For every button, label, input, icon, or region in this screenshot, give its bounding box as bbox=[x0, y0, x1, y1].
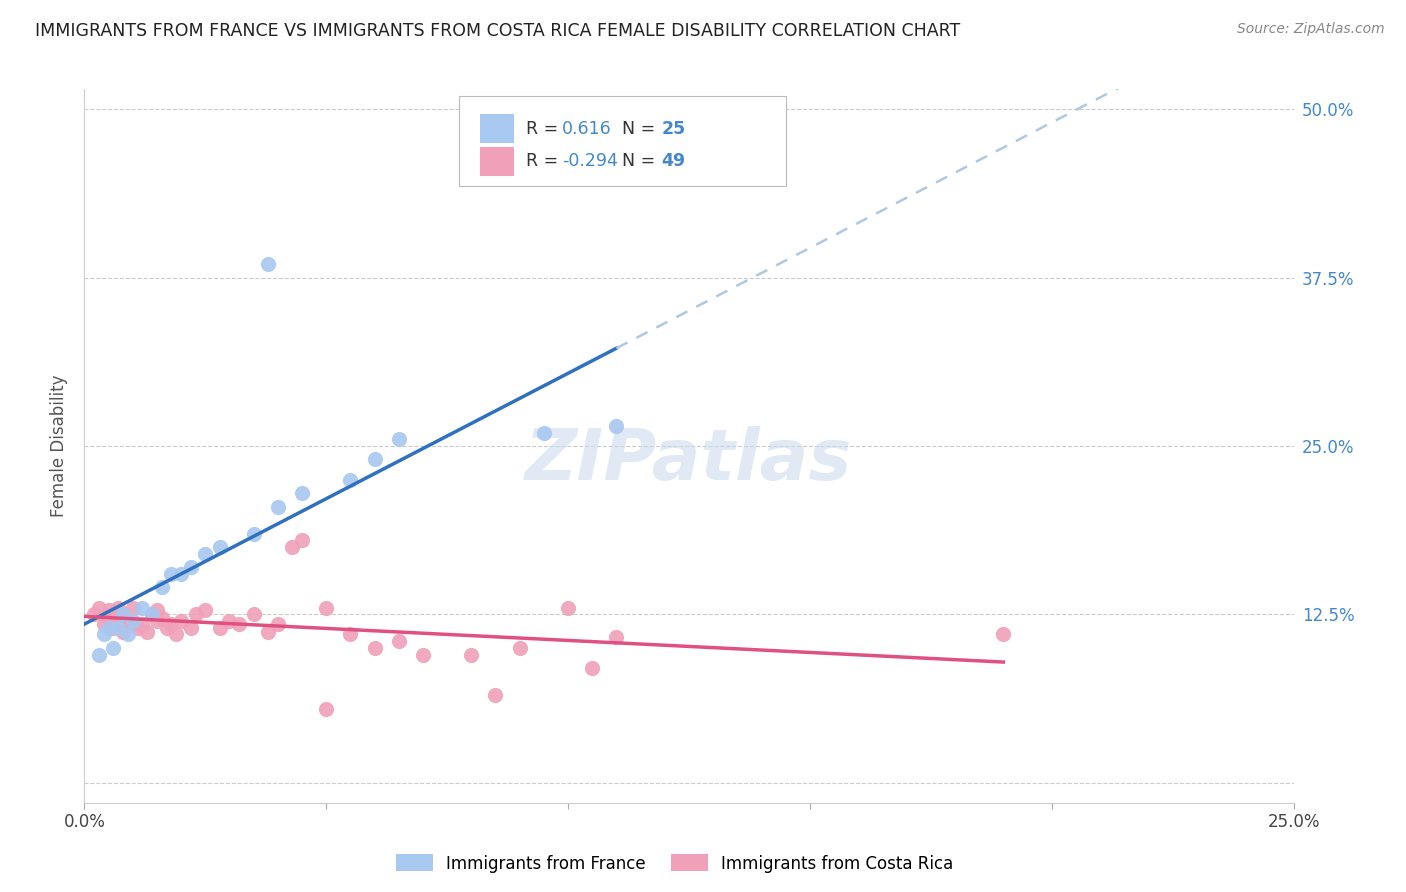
Legend: Immigrants from France, Immigrants from Costa Rica: Immigrants from France, Immigrants from … bbox=[389, 847, 960, 880]
Point bbox=[533, 425, 555, 440]
Point bbox=[103, 607, 125, 622]
Text: 49: 49 bbox=[661, 153, 685, 170]
Point bbox=[605, 630, 627, 644]
Point bbox=[257, 624, 280, 639]
Point bbox=[267, 500, 290, 514]
Point bbox=[484, 688, 506, 702]
Point bbox=[388, 432, 411, 446]
Y-axis label: Female Disability: Female Disability bbox=[51, 375, 69, 517]
Point bbox=[315, 600, 337, 615]
Point bbox=[291, 486, 314, 500]
Text: N =: N = bbox=[623, 120, 661, 137]
Point bbox=[388, 634, 411, 648]
Point bbox=[257, 257, 280, 271]
Text: 25: 25 bbox=[661, 120, 685, 137]
Point bbox=[121, 616, 143, 631]
Point bbox=[165, 627, 187, 641]
Point bbox=[141, 607, 163, 622]
Point bbox=[315, 701, 337, 715]
Point bbox=[208, 621, 231, 635]
Point bbox=[150, 611, 173, 625]
Point bbox=[412, 648, 434, 662]
Text: R =: R = bbox=[526, 153, 564, 170]
Point bbox=[509, 640, 531, 655]
Point bbox=[146, 614, 169, 628]
Point bbox=[103, 640, 125, 655]
Point bbox=[194, 547, 217, 561]
Point bbox=[121, 600, 143, 615]
Point bbox=[107, 621, 129, 635]
Point bbox=[141, 607, 163, 622]
Point bbox=[127, 621, 149, 635]
Point bbox=[97, 621, 120, 635]
FancyBboxPatch shape bbox=[460, 96, 786, 186]
Point bbox=[194, 603, 217, 617]
Point bbox=[107, 600, 129, 615]
Bar bbox=[479, 147, 513, 176]
Point bbox=[218, 614, 240, 628]
Text: IMMIGRANTS FROM FRANCE VS IMMIGRANTS FROM COSTA RICA FEMALE DISABILITY CORRELATI: IMMIGRANTS FROM FRANCE VS IMMIGRANTS FRO… bbox=[35, 22, 960, 40]
Point bbox=[146, 603, 169, 617]
Point bbox=[242, 607, 264, 622]
Point bbox=[291, 533, 314, 548]
Point bbox=[150, 580, 173, 594]
Point bbox=[160, 616, 183, 631]
Point bbox=[112, 607, 135, 622]
Point bbox=[363, 452, 385, 467]
Point bbox=[363, 640, 385, 655]
Point bbox=[97, 611, 120, 625]
Bar bbox=[479, 114, 513, 143]
Point bbox=[228, 616, 250, 631]
Point bbox=[112, 607, 135, 622]
Text: R =: R = bbox=[526, 120, 564, 137]
Point bbox=[180, 560, 202, 574]
Text: ZIPatlas: ZIPatlas bbox=[526, 425, 852, 495]
Text: -0.294: -0.294 bbox=[562, 153, 617, 170]
Point bbox=[605, 418, 627, 433]
Point bbox=[339, 473, 361, 487]
Point bbox=[581, 661, 603, 675]
Point bbox=[557, 600, 579, 615]
Point bbox=[160, 566, 183, 581]
Point bbox=[107, 614, 129, 628]
Point bbox=[460, 648, 482, 662]
Point bbox=[93, 627, 115, 641]
Point bbox=[184, 607, 207, 622]
Point bbox=[112, 624, 135, 639]
Point bbox=[170, 566, 193, 581]
Point bbox=[117, 614, 139, 628]
Point bbox=[103, 621, 125, 635]
Point bbox=[155, 621, 177, 635]
Point bbox=[242, 526, 264, 541]
Point bbox=[993, 627, 1015, 641]
Point bbox=[97, 603, 120, 617]
Text: Source: ZipAtlas.com: Source: ZipAtlas.com bbox=[1237, 22, 1385, 37]
Point bbox=[131, 616, 153, 631]
Point bbox=[339, 627, 361, 641]
Point bbox=[170, 614, 193, 628]
Point bbox=[131, 600, 153, 615]
Point bbox=[281, 540, 304, 554]
Point bbox=[93, 616, 115, 631]
Point bbox=[87, 648, 110, 662]
Point bbox=[87, 600, 110, 615]
Point bbox=[267, 616, 290, 631]
Point bbox=[208, 540, 231, 554]
Point bbox=[121, 614, 143, 628]
Point bbox=[136, 624, 159, 639]
Point bbox=[180, 621, 202, 635]
Text: 0.616: 0.616 bbox=[562, 120, 612, 137]
Point bbox=[83, 607, 105, 622]
Text: N =: N = bbox=[623, 153, 661, 170]
Point bbox=[117, 627, 139, 641]
